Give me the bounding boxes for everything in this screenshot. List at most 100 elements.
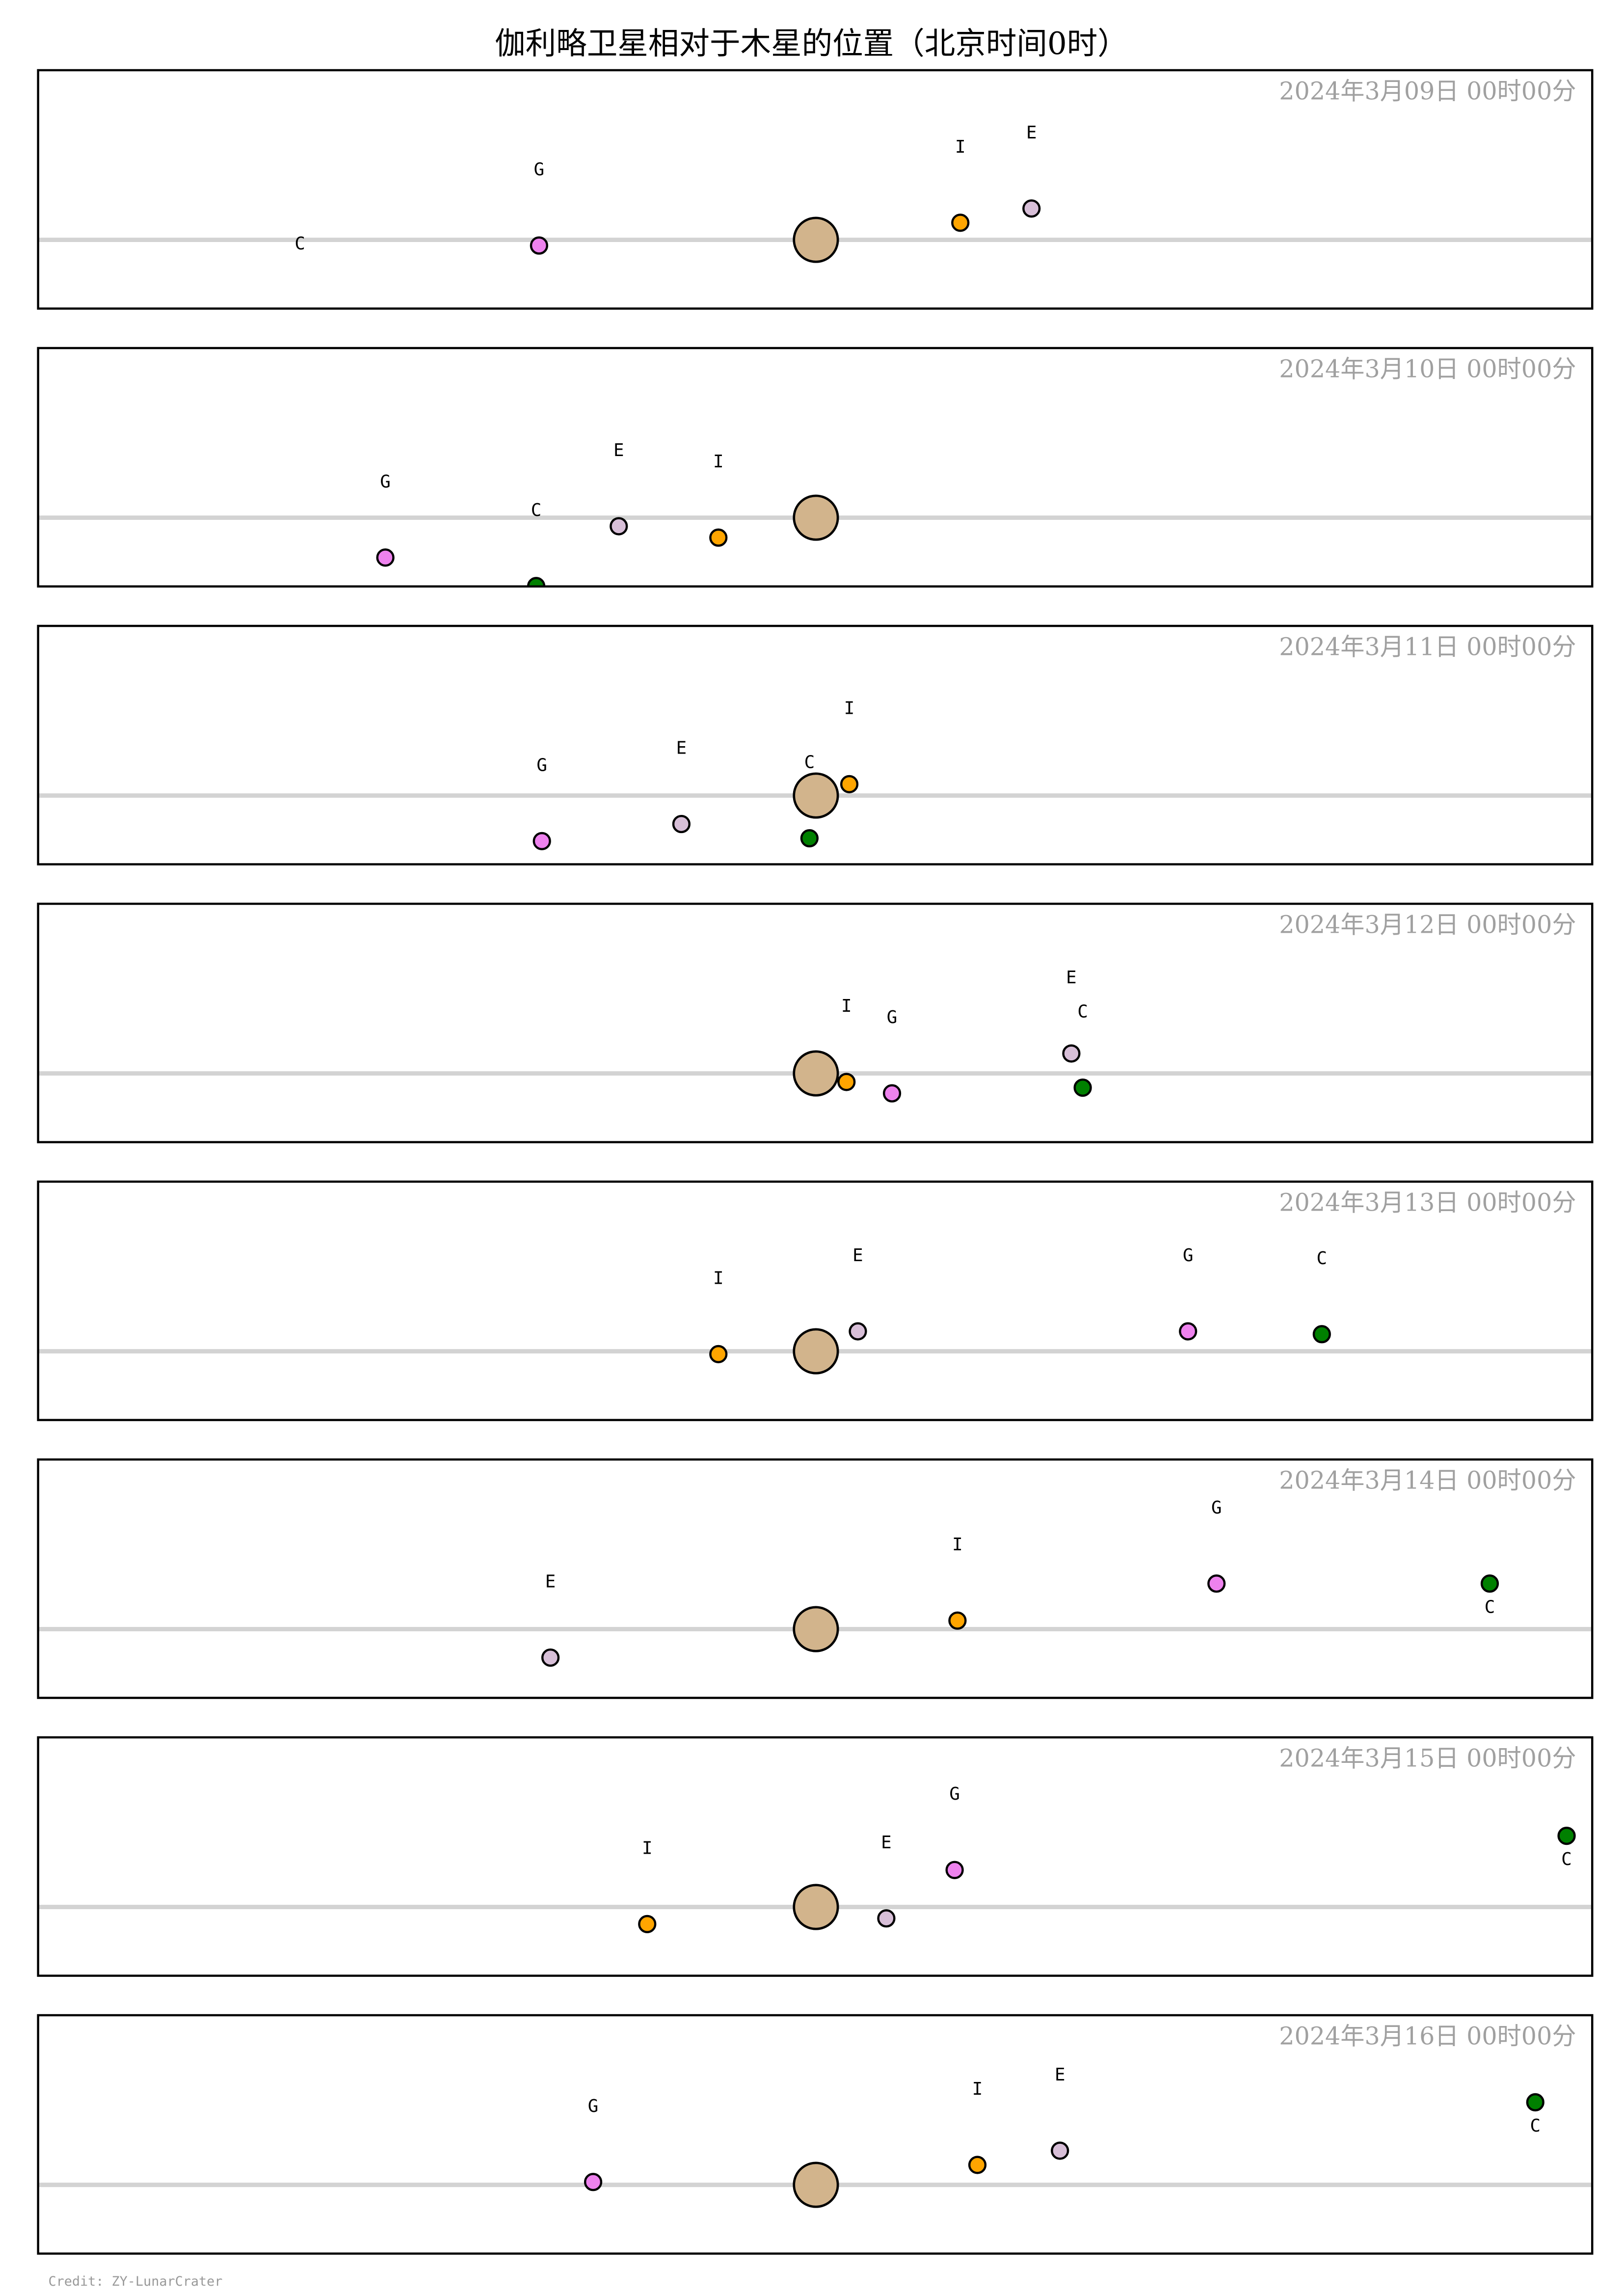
moon-label-G: G — [949, 1784, 960, 1804]
panel-plot-area: 2024年3月09日 00时00分 C G I E — [38, 77, 1593, 328]
moon-label-E: E — [545, 1572, 556, 1592]
moon-marker-E — [672, 814, 691, 834]
panel-frame — [37, 902, 1594, 1143]
panel-plot-area: 2024年3月12日 00时00分 I G EC — [38, 911, 1593, 1103]
moon-label-C: C — [1077, 1002, 1088, 1022]
moon-label-I: I — [844, 698, 855, 718]
panel-plot-area: 2024年3月16日 00时00分 G I E C — [38, 2022, 1593, 2208]
moon-label-G: G — [1183, 1245, 1194, 1266]
panel: 2024年3月11日 00时00分 G E C I — [37, 624, 1594, 865]
moon-marker-E — [541, 1648, 560, 1667]
moon-label-I: I — [642, 1838, 653, 1858]
panel-plot-area: 2024年3月11日 00时00分 G E C I — [38, 633, 1593, 850]
panel-date: 2024年3月16日 00时00分 — [1279, 2022, 1576, 2051]
moon-marker-C — [292, 312, 308, 328]
moon-marker-G — [945, 1861, 964, 1879]
moon-label-C: C — [531, 500, 542, 520]
credit-text: Credit: ZY-LunarCrater — [48, 2274, 222, 2289]
moon-marker-I — [840, 775, 859, 793]
moon-marker-C — [1557, 1826, 1576, 1845]
moon-label-G: G — [536, 755, 547, 775]
panel-date: 2024年3月12日 00时00分 — [1279, 911, 1576, 939]
moon-marker-I — [948, 1611, 967, 1630]
panel: 2024年3月10日 00时00分 G C E I — [37, 347, 1594, 588]
panel-frame — [37, 1180, 1594, 1421]
moon-label-C: C — [1530, 2116, 1541, 2136]
chart-title: 伽利略卫星相对于木星的位置（北京时间0时） — [495, 26, 1128, 61]
moon-marker-I — [968, 2156, 987, 2174]
panel-plot-area: 2024年3月13日 00时00分 I E G C — [38, 1189, 1593, 1375]
panel-date: 2024年3月10日 00时00分 — [1279, 355, 1576, 383]
moon-label-C: C — [1317, 1248, 1328, 1269]
panel-plot-area: 2024年3月14日 00时00分 E I G C — [38, 1466, 1593, 1667]
moon-label-E: E — [852, 1245, 863, 1266]
panel-date: 2024年3月15日 00时00分 — [1279, 1744, 1576, 1773]
jupiter-marker — [793, 1606, 839, 1652]
moon-label-C: C — [1485, 1597, 1495, 1617]
moon-label-C: C — [294, 234, 305, 254]
panel-date: 2024年3月11日 00时00分 — [1279, 633, 1576, 661]
panel-frame — [37, 347, 1594, 588]
moon-label-E: E — [613, 440, 624, 460]
moon-label-E: E — [881, 1833, 892, 1853]
moon-label-G: G — [534, 160, 545, 180]
moon-label-G: G — [887, 1007, 898, 1027]
panel-plot-area: 2024年3月10日 00时00分 G C E I — [38, 355, 1593, 587]
panel-frame — [37, 624, 1594, 865]
moon-marker-C — [1526, 2093, 1544, 2112]
jupiter-marker — [793, 2161, 839, 2208]
moon-label-E: E — [1066, 968, 1077, 988]
moon-marker-I — [837, 1073, 856, 1091]
moon-label-G: G — [1211, 1498, 1222, 1518]
moon-label-I: I — [955, 137, 966, 157]
moon-marker-C — [1073, 1078, 1092, 1097]
moon-marker-C — [1312, 1325, 1331, 1344]
moon-marker-G — [882, 1084, 902, 1103]
moon-marker-G — [530, 236, 548, 255]
jupiter-marker — [793, 216, 839, 263]
moon-marker-E — [610, 517, 628, 536]
moon-marker-E — [1062, 1044, 1081, 1063]
moon-marker-E — [1022, 199, 1041, 218]
panel: 2024年3月09日 00时00分 C G I E — [37, 69, 1594, 328]
moon-marker-G — [584, 2173, 603, 2191]
panel-plot-area: 2024年3月15日 00时00分 I E G C — [38, 1744, 1593, 1934]
moon-marker-G — [376, 548, 395, 567]
moon-marker-C — [800, 829, 819, 848]
panel-date: 2024年3月13日 00时00分 — [1279, 1189, 1576, 1217]
moon-label-E: E — [1026, 123, 1037, 143]
panel-frame — [37, 69, 1594, 310]
panel: 2024年3月13日 00时00分 I E G C — [37, 1180, 1594, 1421]
moon-marker-G — [1207, 1574, 1226, 1593]
moon-label-E: E — [676, 738, 687, 758]
moon-marker-C — [1480, 1574, 1499, 1593]
jupiter-marker — [793, 1050, 839, 1097]
moon-marker-E — [877, 1909, 896, 1928]
moon-marker-E — [1051, 2141, 1069, 2160]
panels-group: 2024年3月09日 00时00分 C G I E 2024年3月10日 00时00分 G C… — [37, 69, 1594, 2255]
moon-marker-I — [951, 214, 970, 232]
moon-label-I: I — [713, 452, 724, 472]
jupiter-marker — [793, 1328, 839, 1375]
moon-label-C: C — [804, 753, 815, 773]
panel: 2024年3月14日 00时00分 E I G C — [37, 1458, 1594, 1699]
panel-date: 2024年3月09日 00时00分 — [1279, 77, 1576, 106]
panel: 2024年3月15日 00时00分 I E G C — [37, 1736, 1594, 1977]
moon-label-G: G — [588, 2096, 599, 2116]
jupiter-marker — [793, 1884, 839, 1930]
moon-marker-I — [709, 1345, 728, 1363]
panel-date: 2024年3月14日 00时00分 — [1279, 1466, 1576, 1495]
moon-label-I: I — [841, 996, 852, 1016]
jupiter-marker — [793, 494, 839, 541]
panel-frame — [37, 1736, 1594, 1977]
panel: 2024年3月12日 00时00分 I G EC — [37, 902, 1594, 1143]
moon-marker-I — [709, 528, 728, 547]
panel-frame — [37, 1458, 1594, 1699]
moon-label-C: C — [1561, 1849, 1572, 1869]
moon-label-I: I — [713, 1268, 724, 1288]
moon-marker-E — [849, 1322, 867, 1341]
moon-marker-G — [1179, 1322, 1197, 1341]
moon-marker-I — [638, 1915, 657, 1934]
